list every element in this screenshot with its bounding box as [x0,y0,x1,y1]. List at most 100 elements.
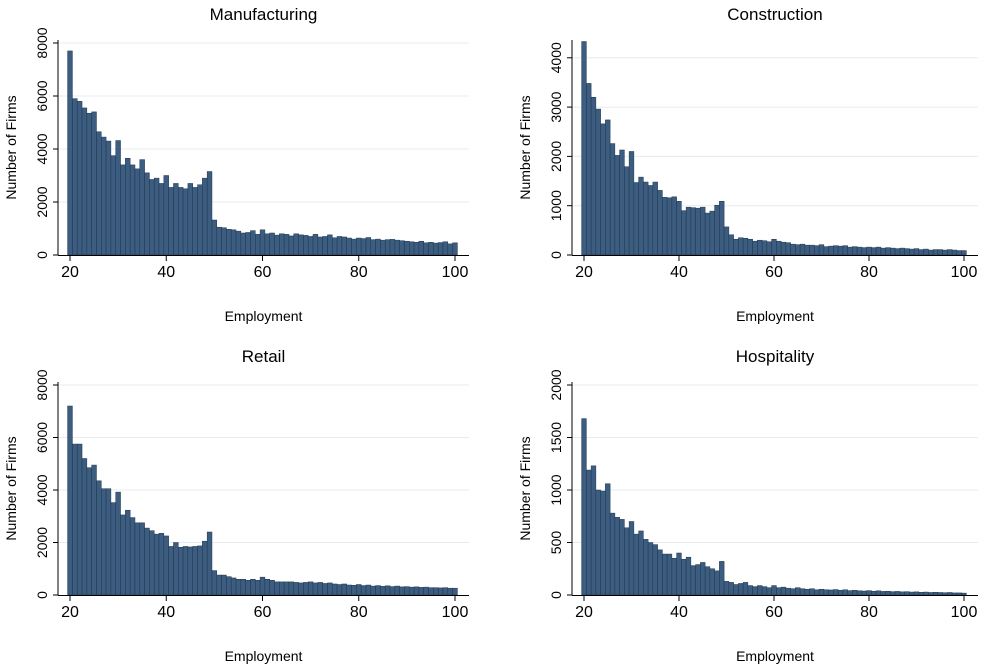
bar [235,230,242,256]
bar [652,181,658,256]
y-tick-label: 4000 [548,42,564,73]
bar [332,237,338,256]
chart-panel-1: 0 1000 2000 3000 4000 20 40 60 80 100 Construction… [517,5,978,324]
bar [880,247,886,256]
bar [144,172,150,256]
bar [785,242,791,256]
bar [173,542,179,596]
bar [733,238,739,256]
bar [609,143,616,256]
bar [288,581,295,596]
y-tick-label: 3000 [548,91,564,122]
bar [595,108,601,256]
bar [776,240,782,256]
bar [322,236,328,256]
bar [134,168,141,256]
bar [904,591,910,596]
bar [356,237,362,256]
bar [828,245,834,256]
bar [947,592,953,596]
bar [153,533,160,596]
bar [428,242,434,256]
x-tick-label: 60 [254,604,272,621]
bar [423,242,429,256]
bar [288,235,295,256]
bar [206,171,213,256]
bar [928,249,934,256]
x-tick-label: 20 [575,604,593,621]
bar [628,151,635,256]
bar [360,238,367,256]
bar [899,591,905,596]
bar [375,585,381,596]
bar [723,581,730,596]
bar [129,164,136,256]
bar [833,589,839,596]
bar [809,244,815,256]
bar [139,159,145,256]
bar [67,50,73,256]
bar [790,588,796,596]
bar [776,587,782,596]
bar [418,240,424,256]
bar [723,226,730,256]
bar [173,183,179,256]
bar [628,521,635,596]
bar [144,527,150,596]
bar [605,483,611,596]
x-tick-label: 100 [442,604,469,621]
bar [837,590,844,596]
bar [647,542,654,596]
x-tick-label: 100 [442,264,469,281]
bar [240,232,246,256]
bar [149,179,155,256]
x-tick-label: 100 [951,604,978,621]
bar [226,576,232,596]
y-tick-label: 500 [548,531,564,555]
bar [671,558,677,596]
bar [293,582,299,596]
bar [86,112,92,256]
bar [909,591,915,596]
bar [833,245,839,256]
bar [442,587,449,596]
bar [747,238,753,256]
x-tick-label: 40 [670,264,688,281]
bar [961,592,967,596]
bar [918,249,924,256]
bar [235,579,242,596]
bar [221,574,227,596]
bar [283,234,290,256]
bar [120,164,126,256]
bar [695,564,701,596]
bar [332,583,338,596]
x-tick-label: 80 [860,264,878,281]
bar [351,585,357,596]
bar [871,247,877,256]
bar [633,533,639,596]
bar [709,568,715,596]
bar [428,587,434,596]
bar [614,155,620,256]
bar [595,489,601,596]
bar [733,584,739,596]
bar [389,586,396,596]
bar [240,579,246,596]
bar [418,587,424,596]
bar [657,549,663,596]
bar [178,187,184,256]
bar [139,522,145,596]
bar [742,582,749,596]
bar [317,582,323,596]
bar [785,587,791,596]
bar [409,241,415,256]
bar [153,177,160,256]
bar [423,586,429,596]
bar [837,245,844,256]
bar [149,530,155,596]
bar [437,587,444,596]
bar [245,232,251,256]
bar [312,582,319,596]
y-tick-label: 1000 [548,190,564,221]
bar [647,185,654,256]
